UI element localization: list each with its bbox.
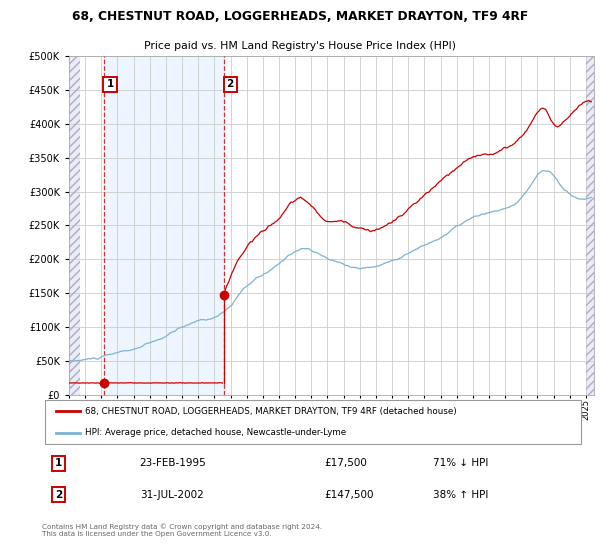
Text: 68, CHESTNUT ROAD, LOGGERHEADS, MARKET DRAYTON, TF9 4RF: 68, CHESTNUT ROAD, LOGGERHEADS, MARKET D… <box>72 10 528 22</box>
Text: 71% ↓ HPI: 71% ↓ HPI <box>433 458 488 468</box>
Text: 31-JUL-2002: 31-JUL-2002 <box>140 490 203 500</box>
Bar <box>69 56 80 395</box>
Text: 2: 2 <box>55 490 62 500</box>
Text: 23-FEB-1995: 23-FEB-1995 <box>140 458 206 468</box>
Bar <box>586 56 594 395</box>
Text: HPI: Average price, detached house, Newcastle-under-Lyme: HPI: Average price, detached house, Newc… <box>85 428 347 437</box>
Text: 1: 1 <box>55 458 62 468</box>
FancyBboxPatch shape <box>45 400 581 444</box>
Text: Contains HM Land Registry data © Crown copyright and database right 2024.
This d: Contains HM Land Registry data © Crown c… <box>42 524 322 537</box>
Bar <box>104 56 224 395</box>
Bar <box>69 56 80 395</box>
Bar <box>586 56 594 395</box>
Text: 1: 1 <box>106 80 113 90</box>
Text: 2: 2 <box>227 80 234 90</box>
Text: 68, CHESTNUT ROAD, LOGGERHEADS, MARKET DRAYTON, TF9 4RF (detached house): 68, CHESTNUT ROAD, LOGGERHEADS, MARKET D… <box>85 407 457 416</box>
Text: Price paid vs. HM Land Registry's House Price Index (HPI): Price paid vs. HM Land Registry's House … <box>144 41 456 52</box>
Text: £147,500: £147,500 <box>325 490 374 500</box>
Text: £17,500: £17,500 <box>325 458 367 468</box>
Text: 38% ↑ HPI: 38% ↑ HPI <box>433 490 488 500</box>
